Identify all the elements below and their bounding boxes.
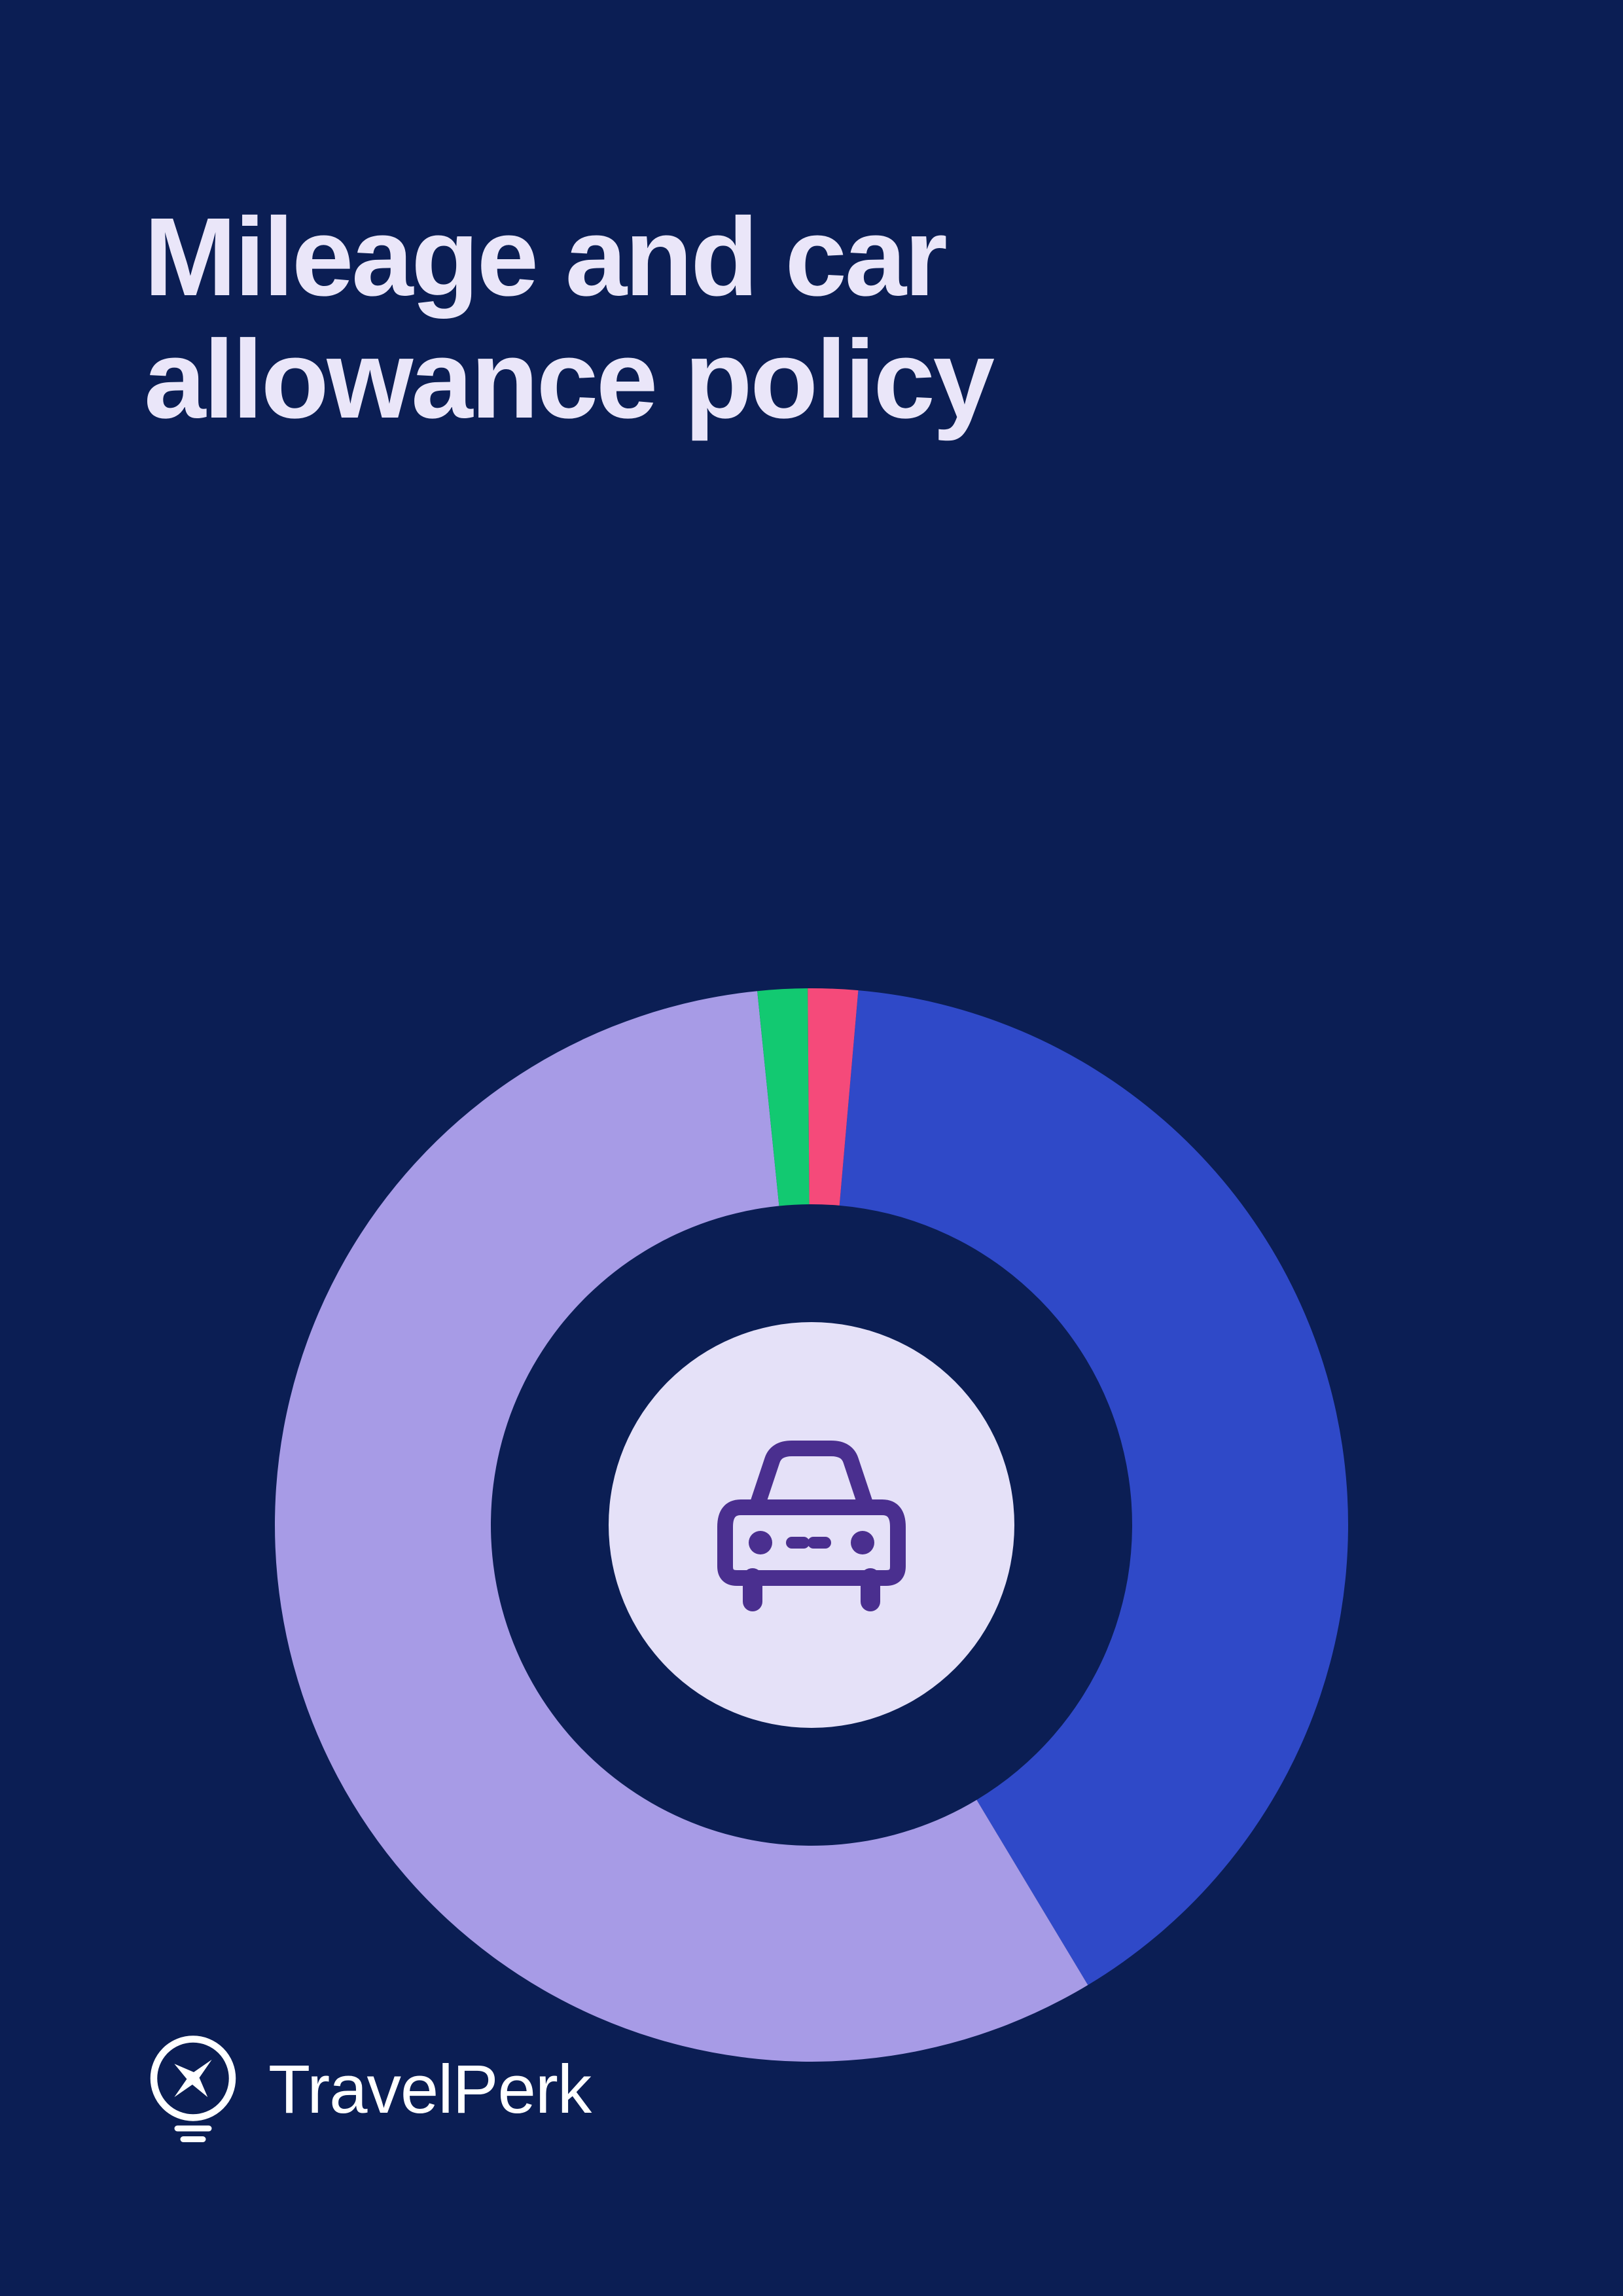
page-root: Mileage and car allowance policy: [0, 0, 1623, 2296]
brand-logo-text: TravelPerk: [268, 2051, 591, 2129]
travelperk-plane-icon: [144, 2034, 242, 2145]
brand-logo: TravelPerk: [144, 2034, 591, 2145]
page-title: Mileage and car allowance policy: [144, 196, 993, 441]
car-icon: [713, 1437, 910, 1613]
center-circle: [609, 1322, 1014, 1728]
